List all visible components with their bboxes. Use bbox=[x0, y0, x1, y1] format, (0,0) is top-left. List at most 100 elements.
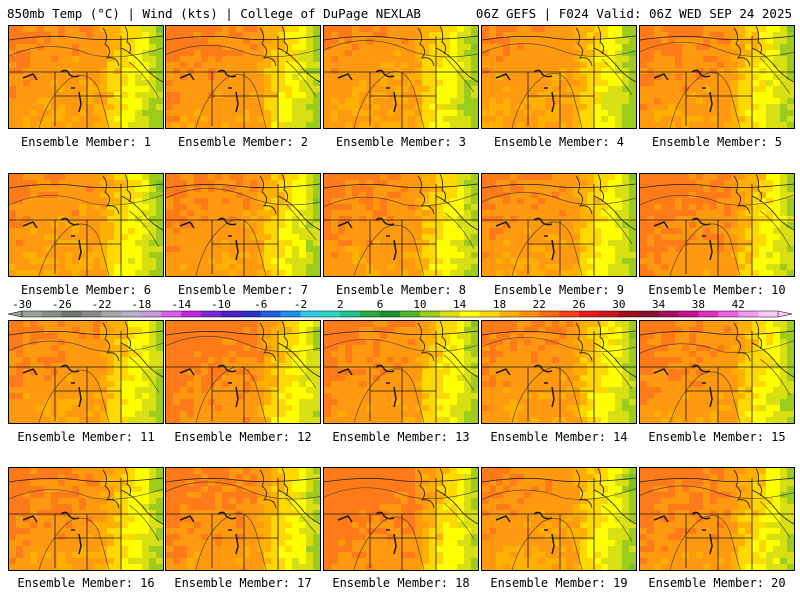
colorbar-swatch bbox=[61, 311, 83, 317]
map-boundaries bbox=[9, 174, 163, 276]
contour-lines bbox=[324, 193, 478, 276]
temperature-map bbox=[324, 174, 478, 276]
contour-lines bbox=[640, 340, 794, 423]
colorbar-swatch bbox=[300, 311, 321, 317]
contour-lines bbox=[166, 188, 320, 276]
ensemble-member-label: Ensemble Member: 16 bbox=[17, 576, 155, 590]
colorbar-swatch bbox=[141, 311, 162, 317]
temperature-map bbox=[324, 26, 478, 128]
colorbar-swatch bbox=[499, 311, 520, 317]
map-boundaries bbox=[324, 174, 478, 276]
colorbar-tick-label: -14 bbox=[171, 299, 191, 311]
contour-lines bbox=[482, 488, 636, 570]
contour-lines bbox=[482, 43, 636, 128]
colorbar-swatch bbox=[698, 311, 719, 317]
temperature-map bbox=[482, 468, 636, 570]
colorbar-swatch bbox=[380, 311, 401, 317]
map-boundaries bbox=[324, 26, 478, 128]
ensemble-map-panel bbox=[323, 25, 479, 129]
temperature-map bbox=[166, 468, 320, 570]
ensemble-map-panel bbox=[639, 25, 795, 129]
ensemble-map-panel bbox=[323, 467, 479, 571]
colorbar-swatch bbox=[181, 311, 202, 317]
colorbar-swatch bbox=[738, 311, 759, 317]
ensemble-member-label: Ensemble Member: 4 bbox=[493, 135, 625, 149]
temperature-map bbox=[9, 321, 163, 423]
ensemble-member-label: Ensemble Member: 11 bbox=[17, 430, 155, 444]
colorbar-tick-label: -22 bbox=[92, 299, 112, 311]
ensemble-member-label: Ensemble Member: 9 bbox=[493, 283, 625, 297]
temperature-colorbar: -30 -26 -22 -18 -14 -10 -6 -2 2 6 10 14 18 22 26 30 34 38… bbox=[8, 299, 792, 318]
colorbar-swatch bbox=[579, 311, 600, 317]
colorbar-tick-label: 14 bbox=[453, 299, 467, 311]
colorbar-tick-label: 38 bbox=[692, 299, 705, 311]
colorbar-swatch bbox=[161, 311, 182, 317]
contour-lines bbox=[640, 485, 794, 570]
colorbar-swatch bbox=[201, 311, 222, 317]
colorbar-swatch bbox=[559, 311, 580, 317]
map-boundaries bbox=[640, 321, 794, 423]
map-boundaries bbox=[482, 321, 636, 423]
ensemble-member-label: Ensemble Member: 13 bbox=[332, 430, 470, 444]
colorbar-swatch bbox=[360, 311, 381, 317]
contour-lines bbox=[482, 192, 636, 276]
ensemble-map-panel bbox=[165, 320, 321, 424]
colorbar-swatch bbox=[81, 311, 102, 317]
map-boundaries bbox=[324, 321, 478, 423]
ensemble-map-panel bbox=[8, 320, 164, 424]
colorbar-swatch bbox=[340, 311, 361, 317]
temperature-map bbox=[166, 174, 320, 276]
colorbar-swatch bbox=[22, 311, 43, 317]
colorbar-tick-label: 22 bbox=[533, 299, 546, 311]
colorbar-swatch bbox=[519, 311, 540, 317]
colorbar-swatch bbox=[320, 311, 341, 317]
ensemble-map-panel bbox=[8, 173, 164, 277]
ensemble-member-label: Ensemble Member: 14 bbox=[490, 430, 628, 444]
colorbar-arrow-right bbox=[777, 310, 792, 318]
contour-lines bbox=[166, 481, 320, 570]
ensemble-member-label: Ensemble Member: 19 bbox=[490, 576, 628, 590]
temperature-map bbox=[166, 321, 320, 423]
contour-lines bbox=[482, 337, 636, 423]
ensemble-member-label: Ensemble Member: 6 bbox=[20, 283, 152, 297]
map-boundaries bbox=[640, 468, 794, 570]
ensemble-map-panel bbox=[481, 25, 637, 129]
map-boundaries bbox=[166, 468, 320, 570]
ensemble-member-label: Ensemble Member: 2 bbox=[177, 135, 309, 149]
temperature-map bbox=[9, 468, 163, 570]
ensemble-map-panel bbox=[8, 467, 164, 571]
map-boundaries bbox=[9, 468, 163, 570]
contour-lines bbox=[9, 46, 163, 128]
contour-lines bbox=[9, 488, 163, 570]
contour-lines bbox=[166, 44, 320, 128]
colorbar-swatch bbox=[101, 311, 122, 317]
colorbar-tick-label: 18 bbox=[493, 299, 506, 311]
temperature-map bbox=[482, 26, 636, 128]
ensemble-member-label: Ensemble Member: 15 bbox=[648, 430, 786, 444]
ensemble-map-panel bbox=[8, 25, 164, 129]
temperature-map bbox=[482, 174, 636, 276]
ensemble-map-panel bbox=[165, 173, 321, 277]
colorbar-swatch bbox=[479, 311, 500, 317]
colorbar-tick-label: 30 bbox=[612, 299, 625, 311]
temperature-map bbox=[9, 26, 163, 128]
ensemble-member-label: Ensemble Member: 20 bbox=[648, 576, 786, 590]
contour-lines bbox=[324, 40, 478, 128]
colorbar-swatch bbox=[280, 311, 301, 317]
map-boundaries bbox=[324, 468, 478, 570]
map-boundaries bbox=[9, 321, 163, 423]
map-boundaries bbox=[9, 26, 163, 128]
colorbar-tick-label: -6 bbox=[254, 299, 267, 311]
contour-lines bbox=[640, 194, 794, 276]
ensemble-member-label: Ensemble Member: 8 bbox=[335, 283, 467, 297]
colorbar-tick-label: 26 bbox=[572, 299, 585, 311]
ensemble-map-panel bbox=[639, 467, 795, 571]
contour-lines bbox=[640, 41, 794, 128]
colorbar-tick-label: -2 bbox=[294, 299, 307, 311]
colorbar-swatch bbox=[41, 311, 63, 317]
colorbar-swatch bbox=[121, 311, 142, 317]
map-boundaries bbox=[166, 26, 320, 128]
colorbar-tick-label: 2 bbox=[337, 299, 344, 311]
colorbar-swatch bbox=[658, 311, 679, 317]
colorbar-swatch bbox=[439, 311, 461, 317]
